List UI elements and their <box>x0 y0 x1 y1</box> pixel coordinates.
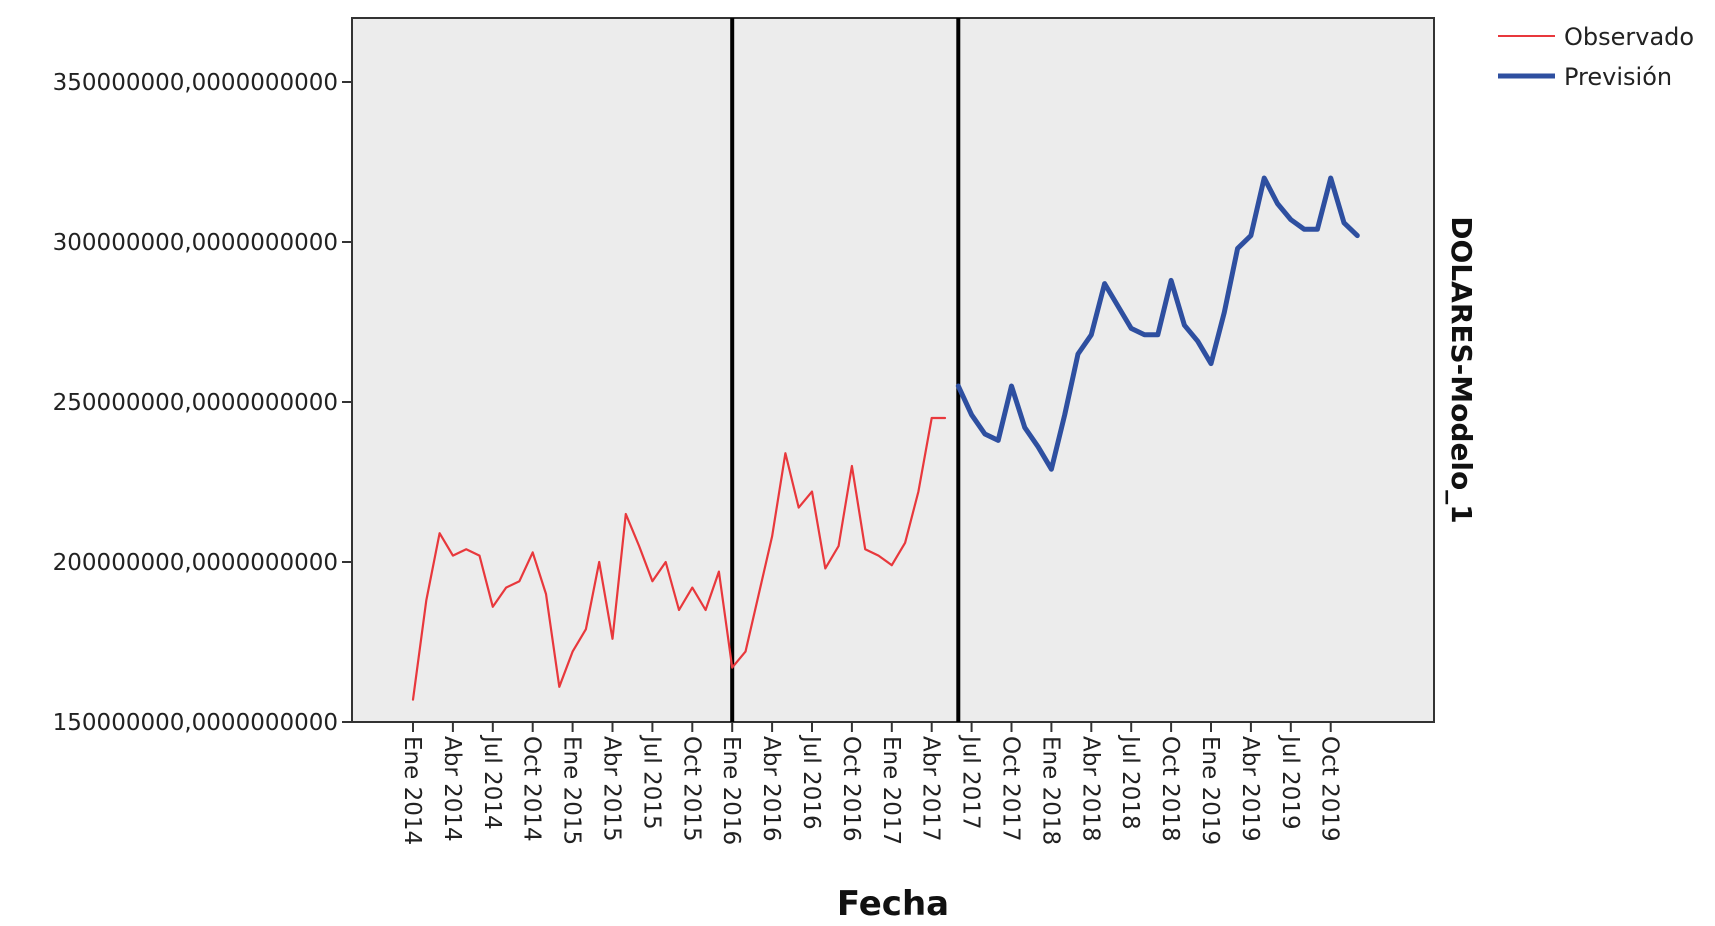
series-layer <box>411 175 1360 701</box>
legend: Observado Previsión <box>1498 23 1694 91</box>
x-tick-label-2016-07: Jul 2016 <box>798 734 824 830</box>
x-tick-label-2014-04: Abr 2014 <box>439 736 465 842</box>
plot-area <box>351 17 1435 723</box>
y-tick-label-250000000: 250000000,0000000000 <box>53 390 338 416</box>
x-tick-label-2015-10: Oct 2015 <box>678 736 704 842</box>
y-axis: 150000000,0000000000 200000000,0000000000… <box>53 70 352 736</box>
x-tick-label-2017-07: Jul 2017 <box>958 734 984 830</box>
x-tick-label-2018-04: Abr 2018 <box>1077 736 1103 842</box>
x-tick-label-2015-04: Abr 2015 <box>599 736 625 842</box>
legend-label-prevision: Previsión <box>1564 63 1672 91</box>
x-tick-label-2018-10: Oct 2018 <box>1157 736 1183 842</box>
y-tick-label-200000000: 200000000,0000000000 <box>53 550 338 576</box>
x-tick-label-2018-07: Jul 2018 <box>1117 734 1143 830</box>
x-tick-label-2016-10: Oct 2016 <box>838 736 864 842</box>
x-tick-label-2015-07: Jul 2015 <box>638 734 664 830</box>
x-tick-label-2016-01: Ene 2016 <box>718 736 744 845</box>
x-tick-label-2014-10: Oct 2014 <box>519 736 545 842</box>
x-tick-label-2017-04: Abr 2017 <box>918 736 944 842</box>
x-tick-label-2014-07: Jul 2014 <box>479 734 505 830</box>
y-axis-title: DOLARES-Modelo_1 <box>1445 216 1478 523</box>
x-tick-label-2016-04: Abr 2016 <box>758 736 784 842</box>
x-tick-label-2015-01: Ene 2015 <box>559 736 585 845</box>
x-tick-label-2019-10: Oct 2019 <box>1317 736 1343 842</box>
x-tick-label-2017-10: Oct 2017 <box>998 736 1024 842</box>
reference-lines <box>730 18 961 722</box>
x-axis: Ene 2014 Abr 2014 Jul 2014 Oct 2014 Ene 2015… <box>399 722 1343 845</box>
x-tick-label-2018-01: Ene 2018 <box>1037 736 1063 845</box>
x-tick-label-2019-01: Ene 2019 <box>1197 736 1223 845</box>
x-tick-label-2019-07: Jul 2019 <box>1277 734 1303 830</box>
series-prevision <box>955 175 1360 472</box>
legend-label-observado: Observado <box>1564 23 1694 51</box>
y-tick-label-350000000: 350000000,0000000000 <box>53 70 338 96</box>
x-tick-label-2019-04: Abr 2019 <box>1237 736 1263 842</box>
x-axis-title: Fecha <box>837 884 949 924</box>
series-observado <box>411 416 947 701</box>
y-tick-label-300000000: 300000000,0000000000 <box>53 230 338 256</box>
x-tick-label-2014-01: Ene 2014 <box>399 736 425 845</box>
x-tick-label-2017-01: Ene 2017 <box>878 736 904 845</box>
y-tick-label-150000000: 150000000,0000000000 <box>53 710 338 736</box>
